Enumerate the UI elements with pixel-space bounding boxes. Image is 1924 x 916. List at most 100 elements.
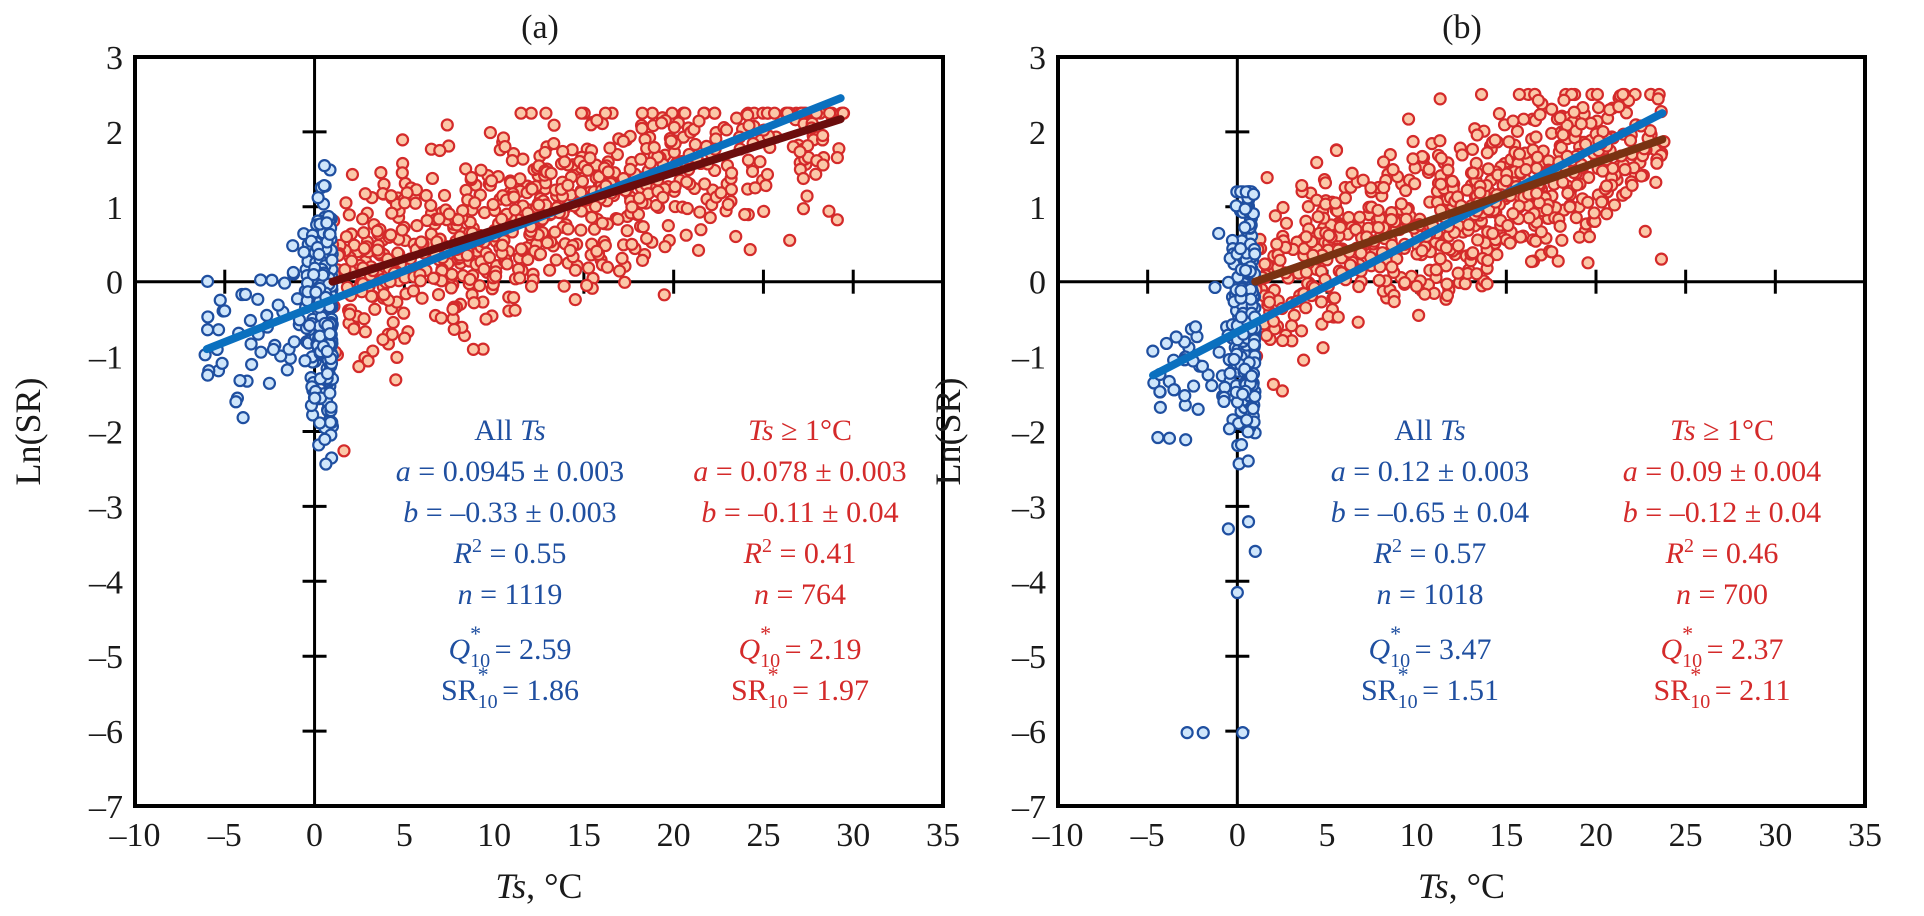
data-point-cold — [253, 273, 268, 287]
stat-b: b = –0.12 ± 0.04 — [1623, 496, 1821, 529]
y-tick-label: –1 — [88, 340, 123, 377]
data-point-warm — [1607, 198, 1622, 212]
data-point-cold — [218, 304, 232, 318]
data-point-cold — [324, 400, 338, 414]
data-point-warm — [1634, 169, 1648, 183]
x-tick-label: 15 — [567, 817, 601, 854]
data-point-warm — [1650, 156, 1664, 170]
data-point-warm — [581, 261, 596, 275]
data-point-cold — [213, 293, 227, 307]
data-point-warm — [823, 106, 837, 120]
data-point-warm — [1276, 200, 1290, 215]
data-point-warm — [1470, 267, 1484, 281]
data-point-warm — [357, 226, 371, 240]
fit-line-warm — [328, 115, 845, 286]
data-point-warm — [356, 212, 370, 226]
data-point-warm — [413, 274, 428, 288]
data-point-warm — [525, 182, 539, 196]
data-point-warm — [1465, 142, 1480, 156]
data-point-warm — [760, 167, 775, 182]
data-point-warm — [1433, 92, 1447, 106]
data-point-warm — [1529, 130, 1543, 144]
data-point-warm — [1473, 186, 1487, 200]
data-point-warm — [1524, 254, 1539, 269]
data-point-warm — [1279, 216, 1294, 230]
data-point-warm — [1328, 196, 1343, 210]
stat-n: n = 700 — [1676, 578, 1768, 611]
data-point-warm — [1412, 308, 1426, 322]
data-point-warm — [1371, 203, 1385, 217]
data-point-warm — [368, 302, 382, 316]
stats-title: Ts ≥ 1°C — [748, 414, 852, 447]
data-point-warm — [724, 166, 739, 180]
data-point-warm — [514, 242, 528, 256]
data-point-warm — [1451, 239, 1465, 253]
data-point-cold — [1162, 431, 1177, 445]
data-point-warm — [1415, 244, 1429, 258]
data-point-warm — [539, 106, 553, 120]
data-point-warm — [1512, 87, 1526, 102]
data-point-warm — [1649, 175, 1663, 189]
data-point-warm — [1429, 263, 1443, 277]
data-point-warm — [1273, 253, 1287, 267]
data-point-warm — [339, 196, 353, 210]
y-axis-title: Ln(SR) — [928, 378, 968, 486]
y-tick-label: –2 — [1011, 415, 1046, 452]
data-point-warm — [1387, 295, 1401, 309]
data-point-warm — [1318, 176, 1333, 190]
data-point-warm — [1377, 181, 1391, 195]
y-axis-title: Ln(SR) — [8, 378, 48, 486]
data-point-cold — [243, 313, 258, 328]
data-point-warm — [1386, 163, 1400, 177]
data-point-warm — [442, 207, 456, 221]
data-point-warm — [1445, 174, 1459, 188]
data-point-warm — [410, 219, 424, 233]
data-point-cold — [287, 335, 301, 349]
data-point-cold — [254, 345, 268, 359]
data-point-warm — [1285, 319, 1299, 333]
data-point-warm — [1266, 377, 1280, 391]
data-point-warm — [693, 205, 707, 219]
data-point-warm — [1654, 252, 1669, 266]
data-point-warm — [1531, 93, 1545, 107]
data-point-warm — [426, 271, 441, 285]
data-point-cold — [1167, 383, 1181, 397]
data-point-warm — [729, 229, 743, 244]
data-point-warm — [1440, 277, 1454, 291]
data-point-warm — [1530, 150, 1545, 164]
data-point-warm — [389, 373, 403, 387]
data-point-cold — [266, 342, 281, 357]
data-point-cold — [1234, 310, 1248, 324]
data-point-warm — [440, 118, 454, 132]
data-point-cold — [1212, 345, 1226, 359]
data-point-warm — [390, 350, 404, 364]
stat-sr10: SR10* = 1.86 — [441, 662, 579, 713]
data-point-cold — [1238, 263, 1253, 278]
x-tick-label: –10 — [109, 817, 161, 854]
y-tick-label: –6 — [88, 714, 123, 751]
data-point-cold — [1240, 413, 1254, 427]
data-point-warm — [358, 325, 372, 339]
data-point-warm — [563, 243, 577, 257]
data-point-warm — [816, 158, 830, 172]
data-point-warm — [1618, 163, 1632, 177]
y-tick-label: 1 — [1029, 190, 1046, 227]
data-point-cold — [1233, 242, 1248, 256]
data-point-warm — [1512, 147, 1527, 161]
data-point-warm — [1439, 241, 1453, 255]
fit-line-all — [1149, 109, 1667, 380]
data-point-warm — [532, 198, 546, 212]
data-point-warm — [345, 254, 359, 268]
data-point-warm — [1470, 128, 1484, 142]
data-point-warm — [1530, 186, 1544, 200]
stat-r2: R2 = 0.46 — [1665, 535, 1779, 570]
data-point-warm — [1513, 230, 1528, 244]
data-point-warm — [374, 165, 388, 180]
stat-a: a = 0.0945 ± 0.003 — [396, 455, 624, 488]
data-point-warm — [1471, 233, 1485, 247]
data-point-warm — [647, 140, 661, 155]
data-point-cold — [245, 357, 259, 372]
data-point-warm — [738, 207, 752, 222]
data-point-warm — [661, 219, 675, 233]
data-point-warm — [504, 176, 518, 190]
